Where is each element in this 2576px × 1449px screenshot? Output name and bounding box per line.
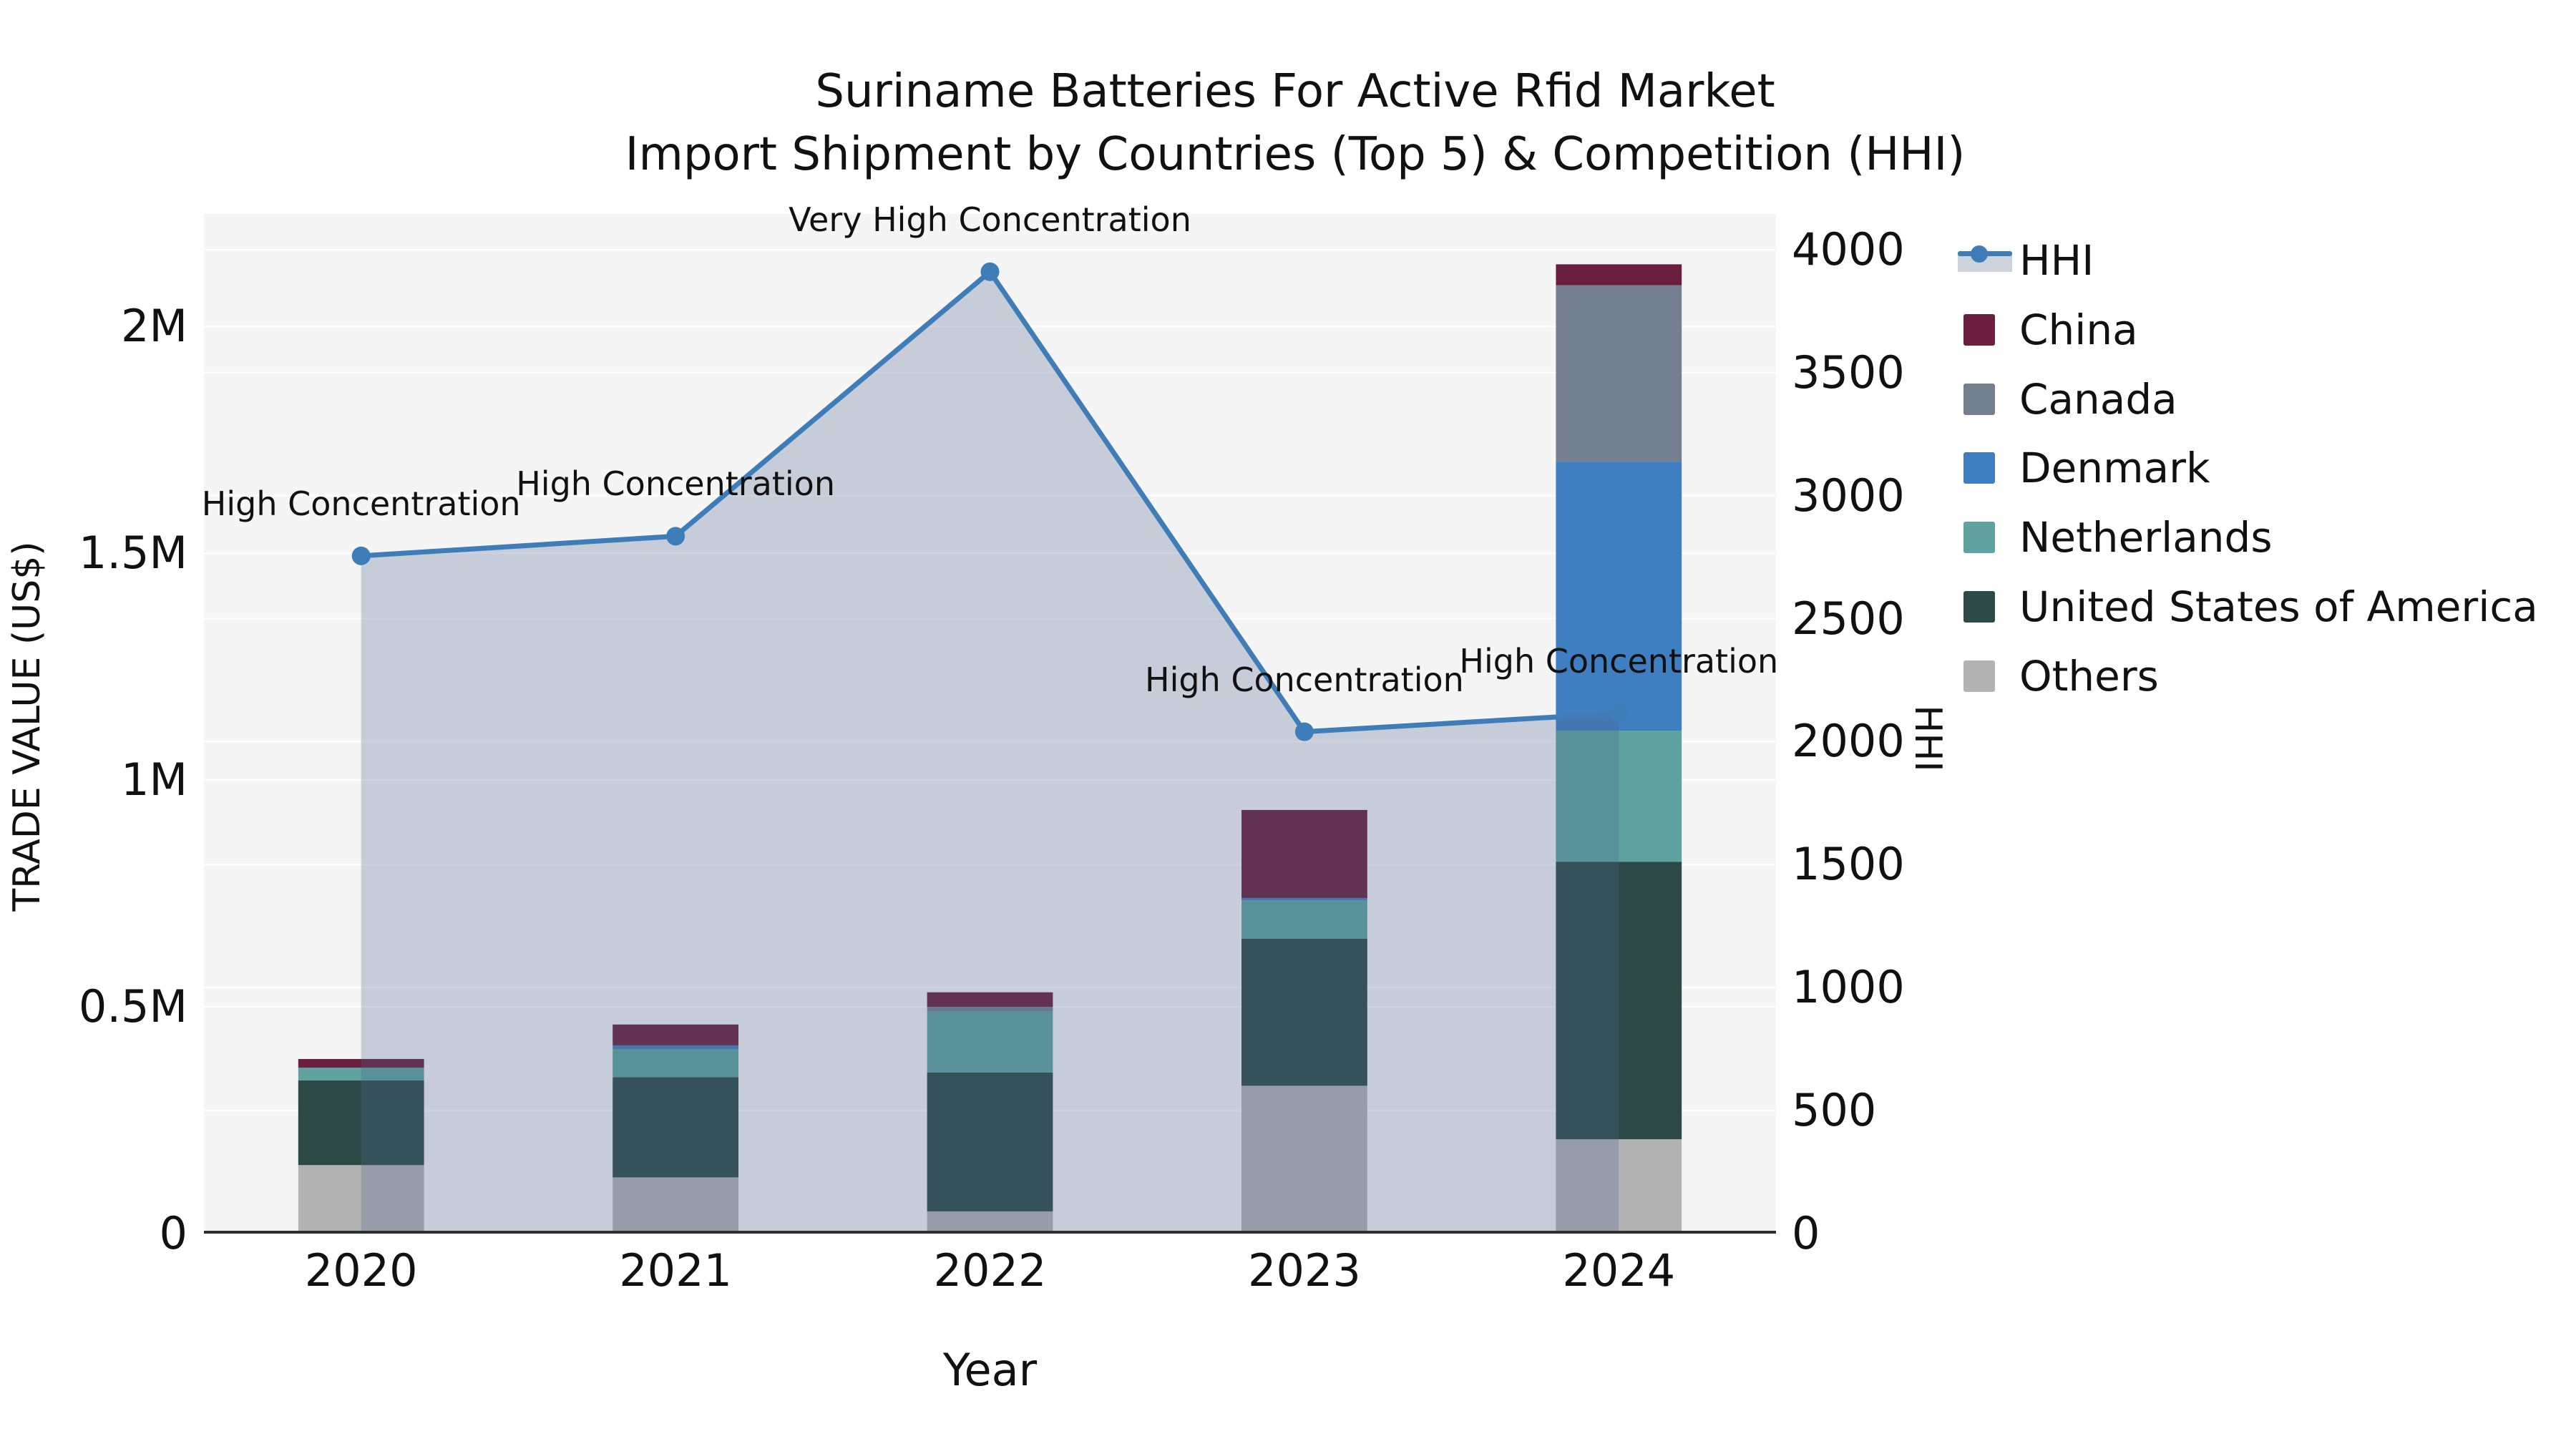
hhi-area-fill [361,271,1619,1234]
hhi-marker-2021 [666,527,686,546]
y-right-tick-2000: 2000 [1792,715,1905,768]
bar-segment-others-2024 [1556,1139,1682,1234]
bar-segment-canada-2024 [1556,285,1682,462]
y-left-tick-0: 0 [159,1207,187,1259]
y-axis-title-left: TRADE VALUE (US$) [6,541,49,912]
legend-item-hhi: HHI [1958,238,2573,288]
y-right-tick-1000: 1000 [1792,961,1905,1014]
legend-label: HHI [2019,236,2094,285]
legend-item-denmark: Denmark [1958,445,2573,495]
x-tick-2022: 2022 [933,1244,1047,1297]
x-tick-2024: 2024 [1562,1244,1676,1297]
bar-segment-china-2020 [298,1058,424,1068]
bar-segment-united-states-of-america-2022 [927,1072,1053,1211]
y-right-tick-1500: 1500 [1792,838,1905,891]
legend-item-united-states-of-america: United States of America [1958,584,2573,634]
legend-swatch-canada [1963,383,1995,415]
legend: HHI China Canada Denmark Netherlands United S… [1958,0,2573,1449]
hhi-marker-2024 [1609,703,1629,723]
legend-swatch-denmark [1963,452,1995,484]
bar-segment-netherlands-2022 [927,1011,1053,1073]
bar-segment-netherlands-2021 [613,1049,738,1078]
bar-segment-netherlands-2024 [1556,731,1682,862]
annotation-2020: High Concentration [201,484,521,523]
y-right-tick-500: 500 [1792,1084,1877,1137]
annotation-2021: High Concentration [516,464,835,504]
bar-segment-united-states-of-america-2023 [1241,938,1367,1086]
bar-segment-china-2023 [1241,809,1367,898]
bar-segment-others-2020 [298,1165,424,1234]
x-axis-title: Year [942,1344,1038,1396]
y-right-tick-4000: 4000 [1792,223,1905,275]
y-left-tick-2M: 2M [121,300,187,353]
bar-segment-denmark-2021 [613,1045,738,1050]
bar-segment-denmark-2024 [1556,462,1682,731]
x-tick-2020: 2020 [304,1244,418,1297]
bar-segment-canada-2022 [927,1007,1053,1012]
y-left-tick-1.5M: 1.5M [78,527,187,580]
legend-label: Denmark [2019,444,2210,493]
legend-item-china: China [1958,307,2573,357]
bar-segment-united-states-of-america-2020 [298,1080,424,1166]
legend-label: Canada [2019,374,2177,424]
legend-swatch-united-states-of-america [1963,591,1995,623]
bar-segment-others-2023 [1241,1085,1367,1234]
y-right-tick-3500: 3500 [1792,346,1905,399]
legend-label: United States of America [2019,582,2538,631]
y-right-tick-2500: 2500 [1792,592,1905,645]
y-right-tick-3000: 3000 [1792,469,1905,522]
legend-label: China [2019,305,2138,354]
bar-segment-denmark-2023 [1241,897,1367,901]
hhi-legend-glyph [1958,245,2012,276]
bar-segment-china-2022 [927,992,1053,1008]
legend-swatch-china [1963,313,1995,346]
bar-segment-netherlands-2020 [298,1067,424,1080]
chart-canvas [204,248,1776,1234]
legend-label: Others [2019,651,2159,701]
chart-title-line1: Suriname Batteries For Active Rfid Marke… [815,65,1775,118]
hhi-marker-swatch [1971,245,1988,263]
x-tick-2021: 2021 [619,1244,732,1297]
annotation-2023: High Concentration [1145,660,1464,699]
y-left-tick-1M: 1M [121,753,187,806]
hhi-marker-2023 [1294,722,1314,741]
bar-segment-china-2021 [613,1024,738,1045]
hhi-marker-2020 [351,546,371,565]
bar-segment-others-2022 [927,1211,1053,1234]
legend-item-canada: Canada [1958,376,2573,426]
legend-item-netherlands: Netherlands [1958,514,2573,565]
legend-swatch-netherlands [1963,522,1995,554]
legend-label: Netherlands [2019,513,2273,562]
bar-segment-netherlands-2023 [1241,900,1367,939]
chart-title-line2: Import Shipment by Countries (Top 5) & C… [625,128,1966,181]
legend-item-others: Others [1958,653,2573,703]
bar-segment-united-states-of-america-2024 [1556,862,1682,1140]
bar-segment-united-states-of-america-2021 [613,1077,738,1178]
y-left-tick-0.5M: 0.5M [78,980,187,1033]
y-right-tick-0: 0 [1792,1207,1820,1259]
annotation-2022: Very High Concentration [789,200,1191,239]
legend-swatch-others [1963,660,1995,692]
hhi-marker-2022 [980,262,1000,281]
x-tick-2023: 2023 [1247,1244,1361,1297]
bar-segment-china-2024 [1556,264,1682,286]
annotation-2024: High Concentration [1459,641,1779,680]
bar-segment-others-2021 [613,1177,738,1234]
